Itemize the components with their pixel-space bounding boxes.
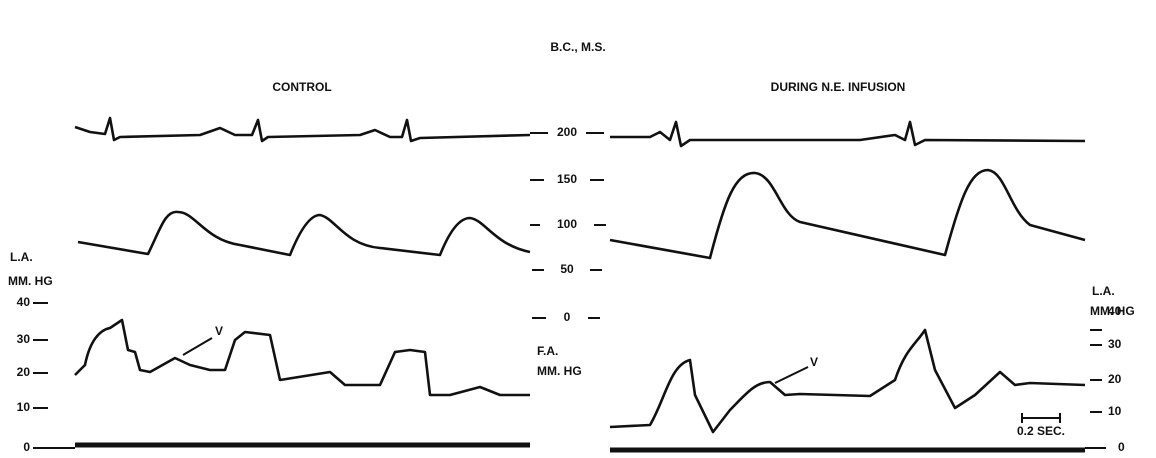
center-axis: 200 150 100 50 0 F.A. MM. HG [530, 125, 606, 378]
tick-label: 30 [1108, 337, 1122, 351]
tick-label: 200 [557, 125, 577, 139]
tick-label: 10 [17, 400, 31, 414]
left-axis: L.A. MM. HG 40 30 20 10 0 [8, 250, 75, 454]
annotation: 0.2 SEC. [1017, 424, 1065, 438]
panel-title: CONTROL [272, 80, 331, 94]
ecg-trace [74, 116, 531, 143]
panel-title: DURING N.E. INFUSION [771, 80, 906, 94]
arterial-trace [609, 168, 1086, 260]
tick-label: 150 [557, 172, 577, 186]
tick-label: 10 [1108, 404, 1122, 418]
axis-label: L.A. [1092, 284, 1115, 298]
time-scale-bar [1021, 413, 1061, 423]
ecg-trace [610, 120, 1086, 148]
tick-label: 40 [1108, 304, 1122, 318]
axis-label: MM. HG [537, 364, 582, 378]
tick-label: 0 [1118, 440, 1125, 454]
axis-label: L.A. [10, 250, 33, 264]
la-trace [609, 328, 1086, 434]
arrow [774, 366, 809, 384]
tick-label: 30 [17, 332, 31, 346]
tick-label: 20 [1108, 372, 1122, 386]
tick-label: 20 [17, 365, 31, 379]
annotation: V [215, 324, 223, 338]
tick-marks [530, 132, 606, 319]
axis-label: MM. HG [8, 274, 53, 288]
annotation: V [810, 355, 818, 369]
baseline [75, 442, 1085, 453]
tick-label: 0 [564, 310, 571, 324]
axis-label: MM. HG [1090, 304, 1135, 318]
tick-marks [1085, 329, 1106, 449]
tick-label: 40 [17, 295, 31, 309]
tick-label: 100 [557, 217, 577, 231]
arterial-trace [77, 210, 531, 257]
tick-marks [33, 302, 75, 449]
tick-label: 50 [560, 262, 574, 276]
axis-label: F.A. [537, 344, 558, 358]
figure-title: B.C., M.S. [550, 40, 605, 54]
arrow [182, 337, 213, 356]
right-axis: L.A. MM. HG 40 30 20 10 0 [1085, 284, 1135, 454]
la-trace [74, 318, 530, 397]
tick-label: 0 [23, 440, 30, 454]
